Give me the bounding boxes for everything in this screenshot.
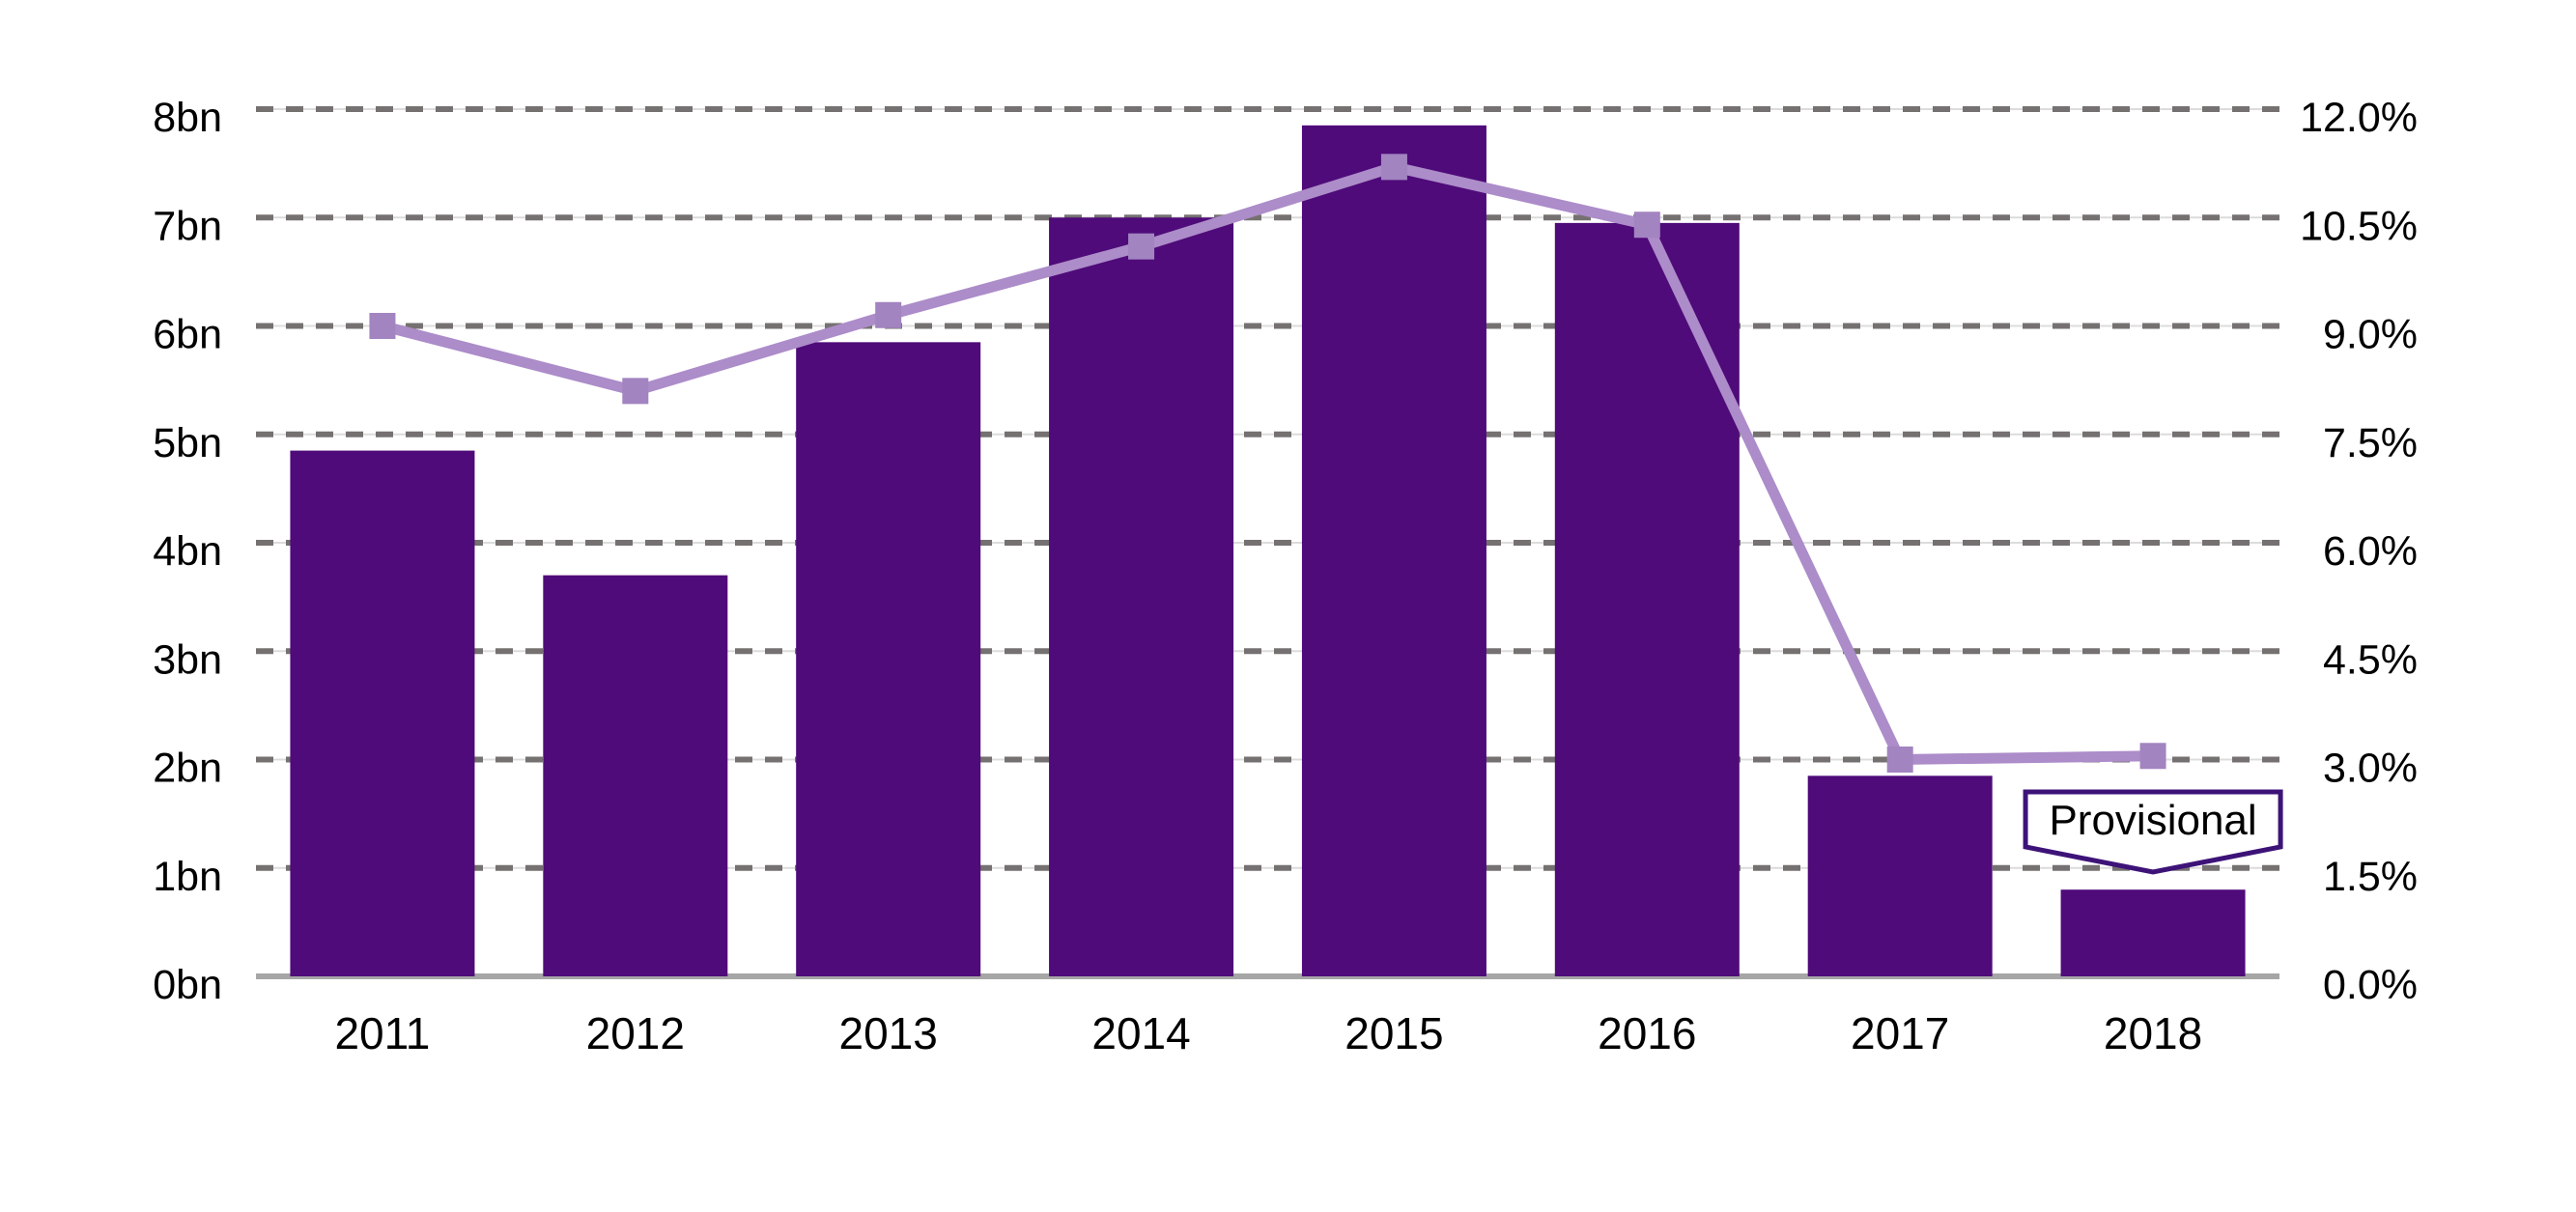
provisional-callout-shape: [2023, 789, 2283, 875]
right-axis-tick: 0.0%: [2323, 962, 2418, 1008]
left-axis-tick: 4bn: [153, 528, 222, 575]
line-series: [381, 161, 2154, 766]
line-marker-2018: [2139, 743, 2166, 770]
line-marker-2017: [1886, 747, 1913, 773]
right-axis-tick: 10.5%: [2300, 203, 2418, 249]
left-axis-tick: 1bn: [153, 854, 222, 900]
x-axis-category-label: 2012: [586, 1008, 685, 1058]
left-axis-tick: 5bn: [153, 420, 222, 466]
bar-2017: [1807, 775, 1993, 976]
right-axis-tick: 1.5%: [2323, 854, 2418, 900]
left-axis-tick: 8bn: [153, 95, 222, 141]
right-axis-tick: 6.0%: [2323, 528, 2418, 575]
left-axis-tick: 6bn: [153, 312, 222, 358]
x-axis-category-label: 2016: [1598, 1008, 1696, 1058]
bar-2015: [1301, 125, 1486, 976]
bar-2013: [796, 342, 981, 976]
right-axis-tick: 9.0%: [2323, 312, 2418, 358]
line-marker-2013: [875, 301, 902, 328]
left-axis-tick: 2bn: [153, 746, 222, 792]
bar-2014: [1049, 217, 1234, 976]
line-marker-2012: [622, 378, 649, 405]
right-axis-tick: 3.0%: [2323, 746, 2418, 792]
x-axis-category-label: 2018: [2104, 1008, 2202, 1058]
x-axis-category-label: 2013: [839, 1008, 938, 1058]
left-axis-tick: 7bn: [153, 203, 222, 249]
left-axis-tick: 0bn: [153, 962, 222, 1008]
provisional-callout-label: Provisional: [2049, 797, 2256, 844]
right-axis-tick: 4.5%: [2323, 636, 2418, 683]
left-axis-tick: 3bn: [153, 636, 222, 683]
right-axis-tick: 7.5%: [2323, 420, 2418, 466]
x-axis-category-label: 2015: [1345, 1008, 1443, 1058]
bar-2012: [543, 575, 728, 976]
x-axis-category-label: 2011: [334, 1008, 430, 1058]
x-axis-category-label: 2017: [1851, 1008, 1949, 1058]
right-axis-tick: 12.0%: [2300, 95, 2418, 141]
bar-2016: [1554, 222, 1740, 977]
bar-2011: [290, 450, 475, 976]
line-marker-2014: [1128, 233, 1155, 260]
x-axis-category-label: 2014: [1091, 1008, 1190, 1058]
bar-2018: [2060, 889, 2246, 976]
line-marker-2011: [369, 313, 396, 339]
line-marker-2015: [1380, 154, 1407, 181]
line-marker-2016: [1633, 211, 1660, 239]
